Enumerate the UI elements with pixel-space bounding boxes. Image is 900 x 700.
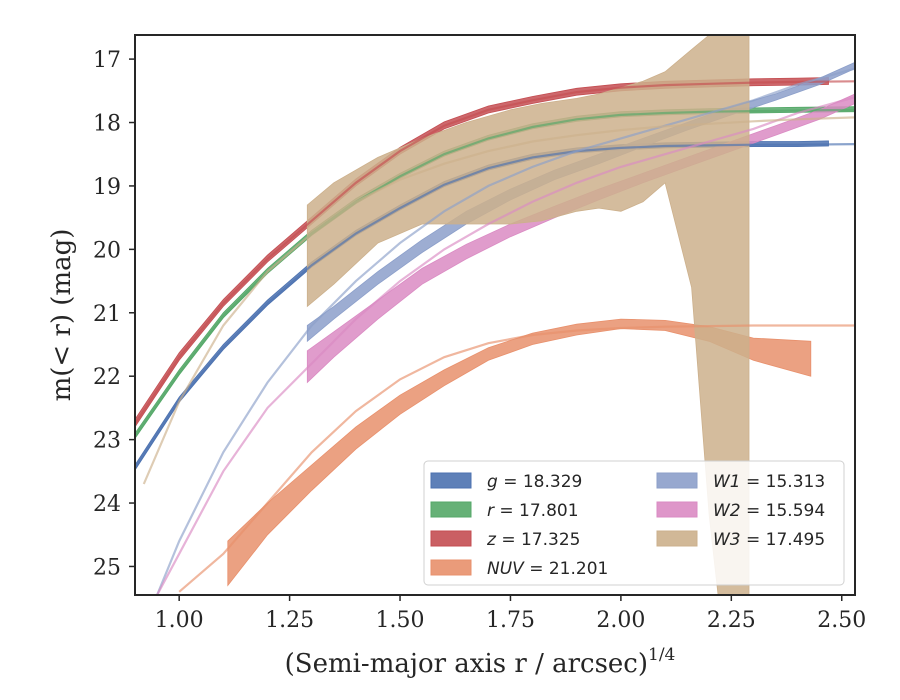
- x-axis-ticks: 1.00 1.25 1.50 1.75 2.00 2.25 2.50: [155, 595, 866, 633]
- error-band-w2: [306, 93, 855, 384]
- y-tick-label: 20: [93, 238, 121, 263]
- legend-swatch-w2: [656, 501, 698, 518]
- legend-entry-w2: W2 = 15.594: [713, 501, 825, 521]
- x-tick-label: 1.00: [155, 608, 204, 633]
- legend-swatch-nuv: [430, 559, 472, 576]
- x-tick-label: 1.50: [376, 608, 425, 633]
- model-curve-w2: [156, 96, 855, 595]
- x-tick-label: 2.50: [817, 608, 866, 633]
- legend-swatch-r: [430, 501, 472, 518]
- y-tick-label: 18: [93, 112, 121, 137]
- legend-entry-g: g = 18.329: [487, 472, 582, 492]
- model-curve-w3: [142, 116, 855, 485]
- y-tick-label: 23: [93, 429, 121, 454]
- y-tick-label: 22: [93, 365, 121, 390]
- model-curves: [135, 67, 855, 595]
- legend-swatch-z: [430, 530, 472, 547]
- model-curve-g: [135, 143, 855, 469]
- error-band-nuv: [227, 318, 812, 587]
- legend-swatch-w1: [656, 472, 698, 489]
- y-tick-label: 19: [93, 175, 121, 200]
- model-curve-nuv: [178, 324, 855, 593]
- x-axis-label-superscript: 1/4: [648, 645, 675, 665]
- model-curve-r: [135, 108, 855, 438]
- y-tick-label: 21: [93, 302, 121, 327]
- x-tick-label: 1.75: [486, 608, 535, 633]
- plot-frame: [134, 34, 856, 596]
- model-curve-w1: [156, 67, 855, 595]
- legend-entry-w3: W3 = 17.495: [713, 530, 825, 550]
- x-tick-label: 2.00: [596, 608, 645, 633]
- legend-entry-nuv: NUV = 21.201: [487, 559, 608, 579]
- y-axis-label: m(< r) (mag): [47, 229, 77, 402]
- legend-swatch-w3: [656, 530, 698, 547]
- y-tick-label: 24: [93, 492, 121, 517]
- legend-entry-r: r = 17.801: [487, 501, 579, 521]
- y-tick-label: 17: [93, 48, 121, 73]
- model-curve-z: [135, 80, 855, 425]
- legend-entry-z: z = 17.325: [486, 530, 580, 550]
- y-tick-label: 25: [93, 555, 121, 580]
- error-band-w3: [306, 35, 750, 595]
- y-axis-ticks: 17 18 19 20 21 22 23 24 25: [93, 48, 135, 580]
- legend-swatch-g: [430, 472, 472, 489]
- legend-entry-w1: W1 = 15.313: [713, 472, 825, 492]
- x-axis-label: (Semi-major axis r / arcsec)1/4: [285, 645, 676, 679]
- legend: g = 18.329 r = 17.801 z = 17.325 NUV = 21.2…: [423, 460, 845, 586]
- x-tick-label: 2.25: [707, 608, 756, 633]
- x-tick-label: 1.25: [265, 608, 314, 633]
- legend-box: [423, 460, 845, 586]
